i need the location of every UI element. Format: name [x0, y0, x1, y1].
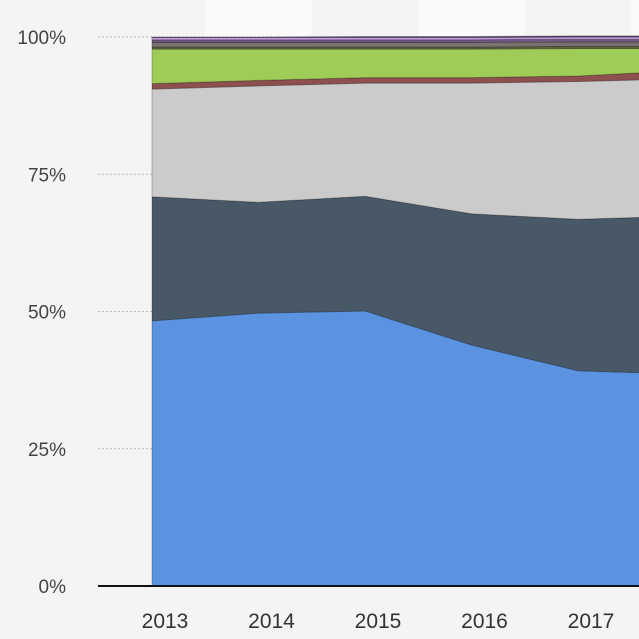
y-tick-label: 75%	[28, 165, 66, 186]
areas	[151, 35, 639, 587]
y-tick-label: 50%	[28, 303, 66, 324]
x-tick-label: 2017	[568, 610, 615, 633]
y-axis-ticks: 0% 25% 50% 75% 100%	[17, 28, 66, 598]
x-tick-label: 2014	[248, 610, 295, 633]
area-series-10	[151, 35, 639, 39]
y-tick-label: 0%	[39, 577, 67, 598]
x-tick-label: 2013	[142, 610, 189, 633]
x-tick-label: 2016	[461, 610, 508, 633]
y-tick-label: 25%	[28, 440, 66, 461]
x-tick-label: 2015	[355, 610, 402, 633]
y-tick-label: 100%	[17, 28, 66, 49]
area-series-3	[151, 79, 639, 220]
x-axis-ticks: 2013 2014 2015 2016 2017	[142, 610, 615, 633]
